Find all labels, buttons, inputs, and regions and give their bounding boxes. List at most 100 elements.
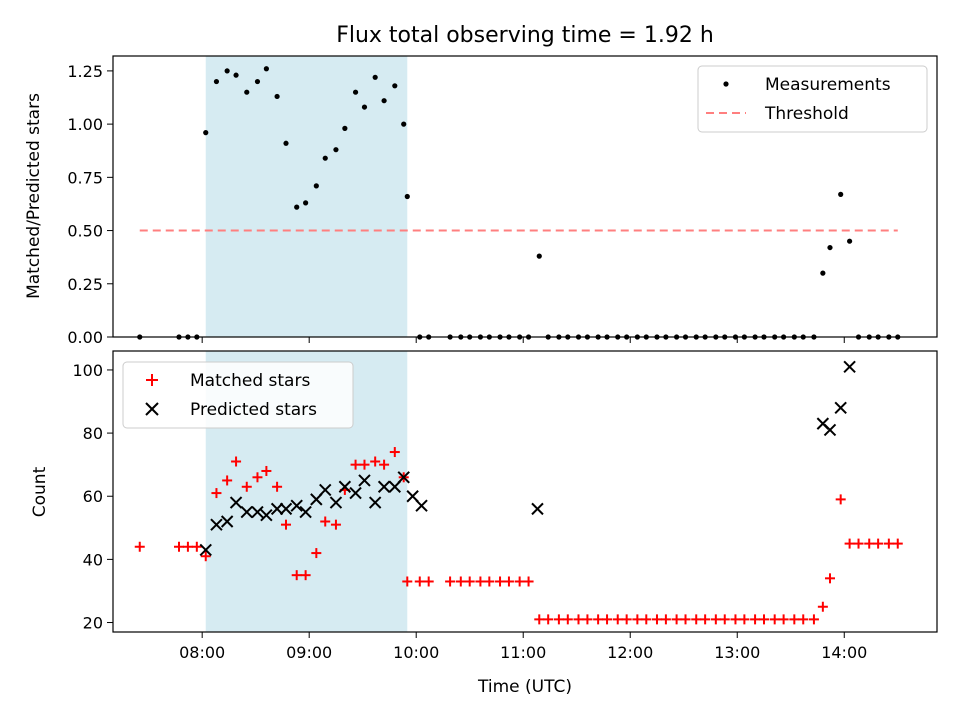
predicted-stars-points bbox=[199, 360, 856, 557]
matched-star-marker bbox=[272, 481, 283, 492]
matched-star-marker bbox=[330, 519, 341, 530]
legend-measurements-label: Measurements bbox=[765, 75, 891, 95]
predicted-star-marker bbox=[338, 480, 352, 493]
top-axis-ticks: 0.00 0.25 0.50 0.75 1.00 1.25 bbox=[67, 62, 845, 347]
measurement-point bbox=[244, 89, 250, 95]
matched-star-marker bbox=[445, 576, 456, 587]
predicted-star-marker bbox=[358, 474, 371, 487]
measurement-points bbox=[137, 66, 901, 340]
top-legend-box bbox=[697, 65, 928, 133]
predicted-star-marker bbox=[240, 505, 253, 519]
matched-star-marker bbox=[660, 614, 671, 625]
matched-star-marker bbox=[769, 614, 780, 625]
predicted-star-marker bbox=[290, 499, 303, 512]
predicted-star-marker bbox=[251, 505, 264, 519]
matched-star-marker bbox=[252, 472, 263, 483]
matched-star-marker bbox=[892, 538, 903, 549]
top-shaded-span bbox=[205, 56, 408, 337]
measurement-point bbox=[274, 93, 280, 100]
y-tick-label: 40 bbox=[83, 550, 103, 569]
y-tick-label: 0.75 bbox=[67, 168, 103, 187]
top-y-axis-label: Matched/Predicted stars bbox=[24, 93, 44, 299]
matched-star-marker bbox=[798, 614, 809, 625]
matched-star-marker bbox=[534, 614, 545, 625]
matched-star-marker bbox=[680, 614, 691, 625]
x-tick-label: 14:00 bbox=[821, 643, 867, 662]
y-tick-label: 20 bbox=[83, 614, 103, 633]
matched-star-marker bbox=[641, 614, 652, 625]
measurement-point bbox=[294, 204, 300, 210]
matched-star-marker bbox=[808, 614, 819, 625]
matched-star-marker bbox=[402, 576, 413, 587]
matched-star-marker bbox=[730, 614, 741, 625]
x-tick-label: 13:00 bbox=[714, 643, 760, 662]
measurement-point bbox=[361, 104, 368, 110]
matched-star-marker bbox=[134, 541, 145, 552]
measurement-point bbox=[333, 147, 339, 153]
measurement-point bbox=[254, 78, 261, 85]
measurement-point bbox=[224, 68, 230, 74]
matched-star-marker bbox=[651, 614, 662, 625]
matched-star-marker bbox=[475, 576, 486, 587]
x-tick-label: 11:00 bbox=[500, 643, 546, 662]
observing-span bbox=[205, 56, 408, 337]
bottom-legend: Matched stars Predicted stars bbox=[122, 361, 354, 429]
predicted-star-marker bbox=[199, 543, 212, 557]
legend-measurements-marker bbox=[723, 81, 729, 87]
predicted-star-marker bbox=[229, 496, 243, 509]
matched-star-marker bbox=[873, 538, 884, 549]
matched-star-marker bbox=[523, 576, 534, 587]
matched-star-marker bbox=[281, 519, 292, 530]
matched-star-marker bbox=[864, 538, 875, 549]
measurement-point bbox=[352, 89, 359, 95]
predicted-star-marker bbox=[397, 471, 410, 484]
predicted-star-marker bbox=[834, 401, 847, 415]
legend-predicted-marker bbox=[145, 402, 159, 416]
predicted-star-marker bbox=[310, 493, 323, 506]
y-tick-label: 100 bbox=[72, 361, 103, 380]
matched-star-marker bbox=[883, 538, 894, 549]
matched-star-marker bbox=[621, 614, 632, 625]
top-axes-frame bbox=[112, 55, 938, 338]
x-tick-label: 10:00 bbox=[393, 643, 439, 662]
matched-star-marker bbox=[423, 576, 434, 587]
measurement-point bbox=[303, 200, 309, 206]
matched-star-marker bbox=[573, 614, 584, 625]
measurement-point bbox=[401, 121, 407, 127]
measurement-point bbox=[233, 72, 239, 78]
matched-star-marker bbox=[844, 538, 855, 549]
x-tick-label: 12:00 bbox=[607, 643, 653, 662]
matched-star-marker bbox=[750, 614, 761, 625]
matched-star-marker bbox=[602, 614, 613, 625]
y-tick-label: 60 bbox=[83, 487, 103, 506]
matched-stars-points bbox=[134, 447, 903, 625]
y-tick-label: 80 bbox=[83, 424, 103, 443]
matched-star-marker bbox=[593, 614, 604, 625]
x-tick-label: 08:00 bbox=[179, 643, 225, 662]
predicted-star-marker bbox=[415, 499, 428, 512]
matched-star-marker bbox=[311, 548, 322, 559]
matched-star-marker bbox=[222, 475, 233, 486]
top-panel: 0.00 0.25 0.50 0.75 1.00 1.25 Matched/Predict… bbox=[24, 55, 938, 347]
matched-star-marker bbox=[710, 614, 721, 625]
predicted-star-marker bbox=[319, 483, 332, 497]
predicted-star-marker bbox=[823, 423, 837, 437]
matched-star-marker bbox=[778, 614, 789, 625]
matched-star-marker bbox=[671, 614, 682, 625]
measurement-point bbox=[404, 193, 410, 200]
matched-star-marker bbox=[261, 465, 272, 476]
matched-star-marker bbox=[350, 459, 361, 470]
matched-star-marker bbox=[553, 614, 564, 625]
bottom-axis-ticks: 08:00 09:00 10:00 11:00 12:00 13:00 14:00 20 40 6… bbox=[72, 361, 867, 662]
predicted-star-marker bbox=[843, 360, 856, 373]
predicted-star-marker bbox=[260, 508, 273, 522]
predicted-star-marker bbox=[220, 515, 234, 528]
top-legend: Measurements Threshold bbox=[697, 65, 928, 133]
predicted-star-marker bbox=[377, 480, 391, 493]
matched-star-marker bbox=[789, 614, 800, 625]
legend-predicted-label: Predicted stars bbox=[190, 400, 317, 420]
y-tick-label: 1.00 bbox=[67, 115, 103, 134]
matched-star-marker bbox=[379, 459, 390, 470]
measurement-point bbox=[322, 155, 328, 161]
